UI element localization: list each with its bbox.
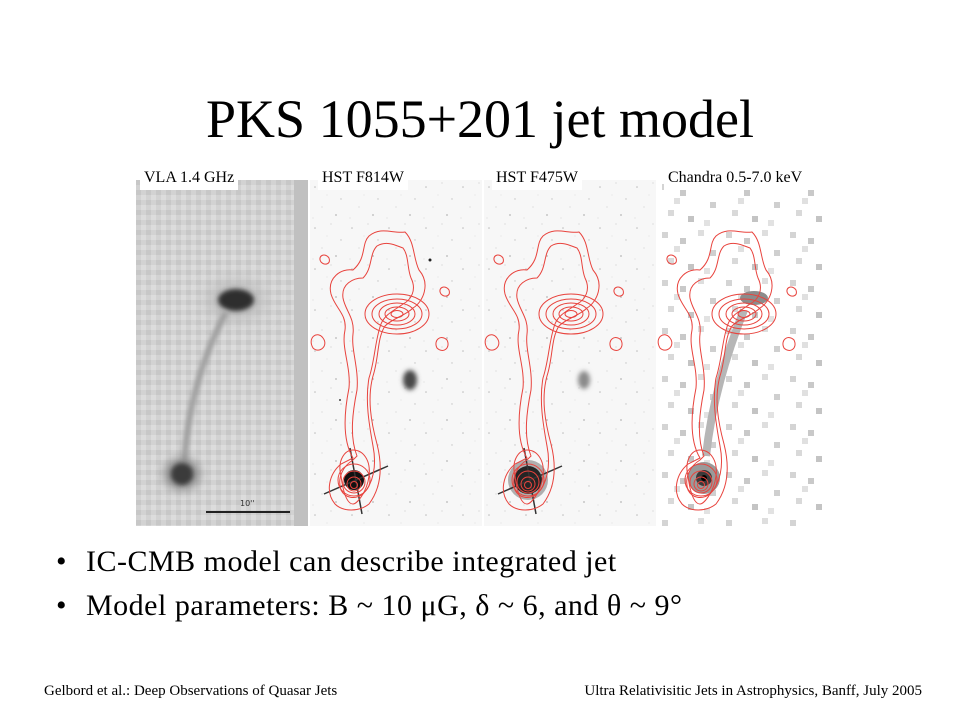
bullet-item: • Model parameters: B ~ 10 μG, δ ~ 6, an… (56, 584, 683, 628)
slide-title: PKS 1055+201 jet model (206, 89, 754, 149)
footer-left: Gelbord et al.: Deep Observations of Qua… (44, 683, 338, 699)
panel-label-chandra: Chandra 0.5-7.0 keV (664, 166, 807, 190)
panel-label-hst-f475w: HST F475W (492, 166, 582, 190)
bullet-item: • IC-CMB model can describe integrated j… (56, 540, 683, 584)
bullet-list: • IC-CMB model can describe integrated j… (56, 540, 683, 628)
footer-right: Ultra Relativisitic Jets in Astrophysics… (584, 683, 922, 699)
bullet-marker: • (56, 545, 68, 578)
scale-bar-label: 10'' (240, 499, 255, 508)
panel-hst-f475w (484, 180, 656, 526)
bullet-text: Model parameters: B ~ 10 μG, δ ~ 6, and … (86, 589, 683, 622)
panel-vla: 10'' (136, 180, 308, 526)
jet-image-figure: 10'' (136, 180, 824, 526)
panel-hst-f814w (310, 180, 482, 526)
bullet-text: IC-CMB model can describe integrated jet (86, 545, 617, 578)
bullet-marker: • (56, 589, 68, 622)
panel-label-vla: VLA 1.4 GHz (140, 166, 239, 190)
panel-label-hst-f814w: HST F814W (318, 166, 408, 190)
panel-chandra (657, 180, 824, 526)
